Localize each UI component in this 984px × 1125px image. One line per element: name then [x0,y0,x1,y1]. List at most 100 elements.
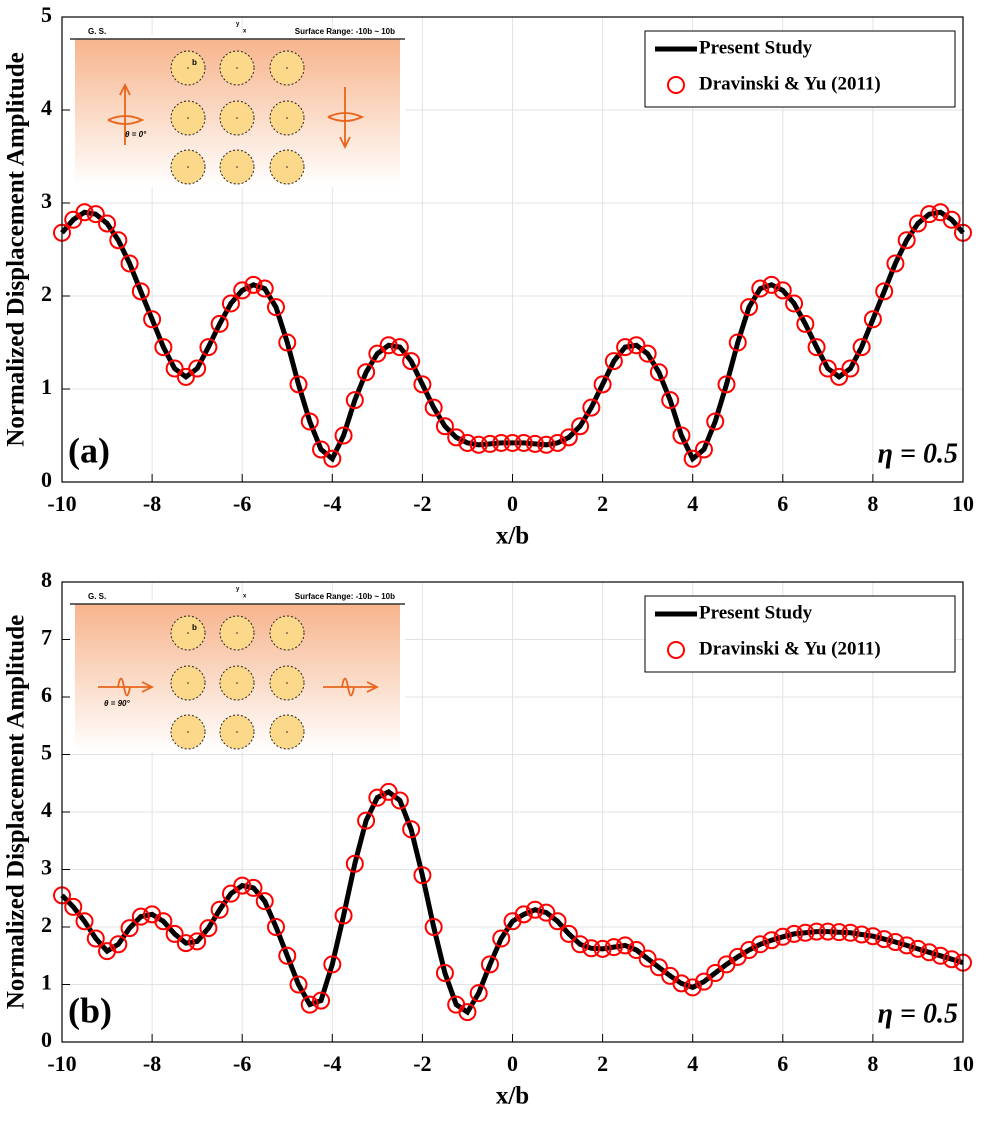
marker [379,336,398,355]
inclusion-center [187,166,189,168]
marker [559,428,578,447]
legend-swatch [667,76,685,94]
marker [818,922,837,941]
marker [863,310,882,329]
marker [548,433,567,452]
marker [773,281,792,300]
inset-text: x [243,29,247,35]
marker [458,433,477,452]
marker [740,941,759,959]
y-tick-label: 5 [41,740,52,765]
y-tick-label: 7 [41,625,52,650]
inset-text: y [236,22,240,28]
marker [131,907,150,926]
y-tick-label: 5 [41,2,52,27]
axes-frame [61,16,964,483]
x-tick-label: -4 [323,1051,341,1076]
marker [931,946,950,965]
marker [289,975,308,994]
marker [424,918,443,936]
inset-text: b [192,623,197,632]
x-tick-label: -6 [233,1051,251,1076]
wave-arrow [327,87,365,150]
marker [480,955,499,974]
marker [537,903,556,922]
marker [368,788,387,807]
marker [199,919,218,938]
marker [751,935,770,954]
x-tick-label: -2 [413,491,431,516]
marker [841,359,860,378]
marker [785,924,804,943]
marker [593,939,612,958]
legend-box [644,595,956,673]
marker [672,426,691,445]
marker [492,433,511,452]
marker [559,924,578,943]
x-tick-label: -2 [413,1051,431,1076]
marker [649,958,668,977]
legend-label: Dravinski & Yu (2011) [699,73,881,94]
y-tick-label: 4 [41,95,52,120]
inclusion-center [236,117,238,119]
marker [773,927,792,946]
y-tick-label: 1 [41,970,52,995]
panel: -10 -8 -6 -4 -2 0 2 4 6 8 10 0 1 2 3 4 5 x/b Normalized Di… [3,2,974,550]
marker [661,391,680,410]
marker [537,435,556,454]
marker [706,412,725,431]
marker [312,991,331,1010]
legend-swatch [667,641,685,659]
marker [98,214,117,233]
annotation: η = 0.5 [878,998,958,1029]
marker [649,363,668,382]
x-tick-label: 6 [777,491,788,516]
marker [357,363,376,382]
inset-text: y [236,587,240,593]
marker [469,435,488,454]
x-tick-label: 0 [507,1051,518,1076]
marker [571,417,590,436]
marker [683,449,702,468]
marker [402,820,421,839]
x-tick-label: -4 [323,491,341,516]
marker [616,338,635,357]
marker [109,231,128,250]
marker [526,900,545,919]
marker [526,434,545,453]
marker [323,449,342,468]
marker [740,298,759,317]
marker [278,946,297,965]
marker [672,974,691,993]
x-tick-label: 2 [597,1051,608,1076]
marker [875,282,894,301]
x-axis-label: x/b [496,523,529,550]
inclusion-center [187,67,189,69]
marker [120,919,139,938]
panel: -10 -8 -6 -4 -2 0 2 4 6 8 10 0 1 2 3 4 5 6 7 8 x/b Normalized… [3,567,974,1110]
marker [875,930,894,949]
marker [244,878,263,897]
marker [244,275,263,294]
panel-label: (b) [68,990,112,1030]
axes-frame [61,581,964,1043]
x-axis-label: x/b [496,1083,529,1110]
marker [593,375,612,394]
inset-text: θ = 90° [104,699,130,708]
inclusion-center [286,117,288,119]
x-tick-label: 4 [687,491,698,516]
marker [683,978,702,997]
inclusion-center [286,731,288,733]
marker [694,440,713,459]
marker [717,375,736,394]
marker [233,281,252,300]
marker [503,433,522,452]
marker [413,866,432,885]
marker [942,950,961,969]
marker [131,282,150,301]
marker [266,918,285,936]
marker [176,934,195,953]
marker [762,931,781,950]
marker [920,205,939,224]
marker [255,892,274,911]
